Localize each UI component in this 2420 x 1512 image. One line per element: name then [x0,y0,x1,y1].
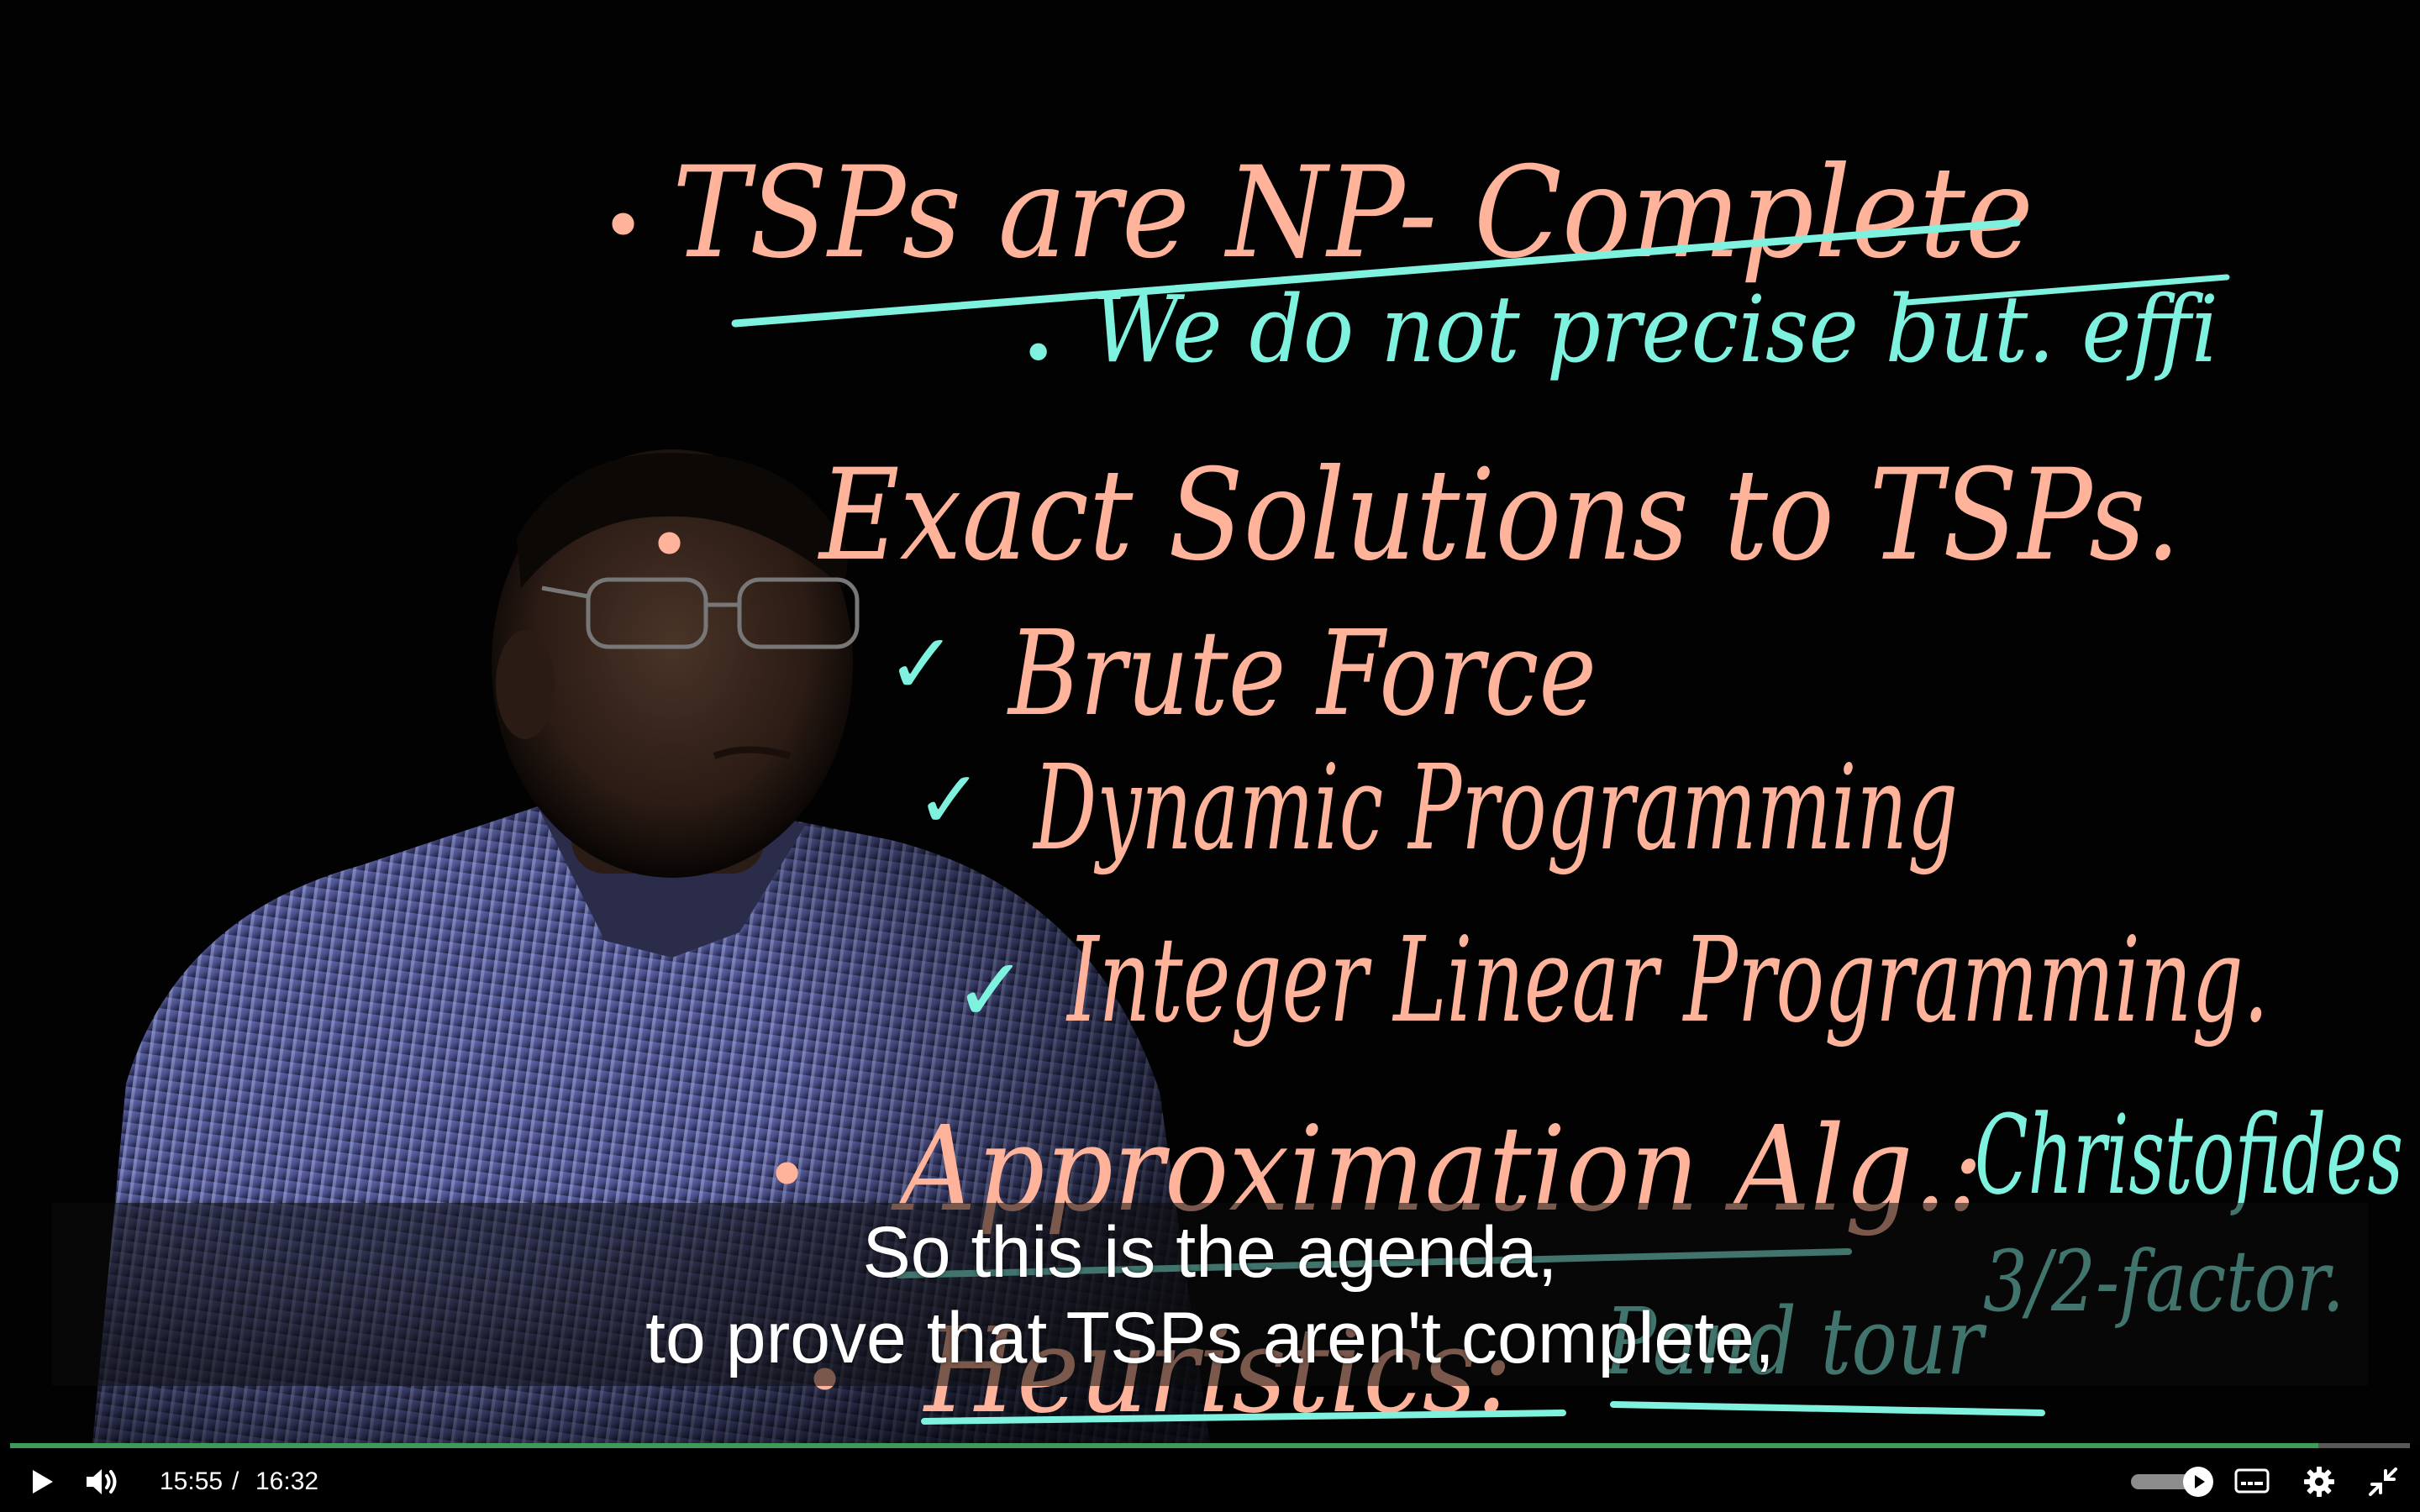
underline-cyan-2 [1904,274,2230,306]
presenter [92,449,1210,1445]
board-line-exact-solutions: Exact Solutions to TSPs. [817,443,2181,589]
play-button[interactable] [18,1460,66,1504]
time-separator: / [232,1467,239,1495]
check-2: ✓ [916,756,983,845]
video-frame[interactable]: • TSPs are NP- Complete • We do not prec… [0,0,2420,1445]
progress-played [10,1443,2318,1448]
board-item-integer-linear-programming: Integer Linear Programming. [1065,912,2269,1049]
current-time: 15:55 [160,1467,224,1495]
board-line-tsp-np-complete: TSPs are NP- Complete [672,140,2033,286]
board-christofides: Christofides [1975,1091,2403,1219]
bullet-2: • [1021,319,1055,388]
board-item-dynamic-programming: Dynamic Programming [1032,740,1958,877]
duration: 16:32 [255,1467,319,1495]
captions-icon [2234,1468,2270,1494]
volume-slider-knob[interactable] [2183,1467,2213,1497]
board-rand-tour: Pand tour [1603,1288,1987,1395]
underline-cyan-4 [921,1410,1566,1425]
underline-cyan-5 [1610,1401,2045,1416]
board-line-approximation: Approximation Alg.: [891,1101,1983,1238]
volume-slider[interactable] [2131,1467,2213,1497]
bullet-5: • [802,1337,847,1425]
settings-button[interactable] [2296,1460,2343,1504]
board-factor: 3/2-factor. [1983,1232,2344,1331]
board-item-brute-force: Brute Force [1007,606,1597,743]
underline-cyan-1 [731,218,2021,328]
volume-button[interactable] [77,1460,128,1504]
bullet-4: • [765,1131,809,1220]
captions-button[interactable] [2228,1460,2275,1504]
volume-icon [87,1469,117,1494]
play-icon [33,1470,53,1494]
exit-fullscreen-button[interactable] [2360,1460,2407,1504]
gear-icon [2304,1467,2334,1497]
bullet-3: • [647,501,692,590]
exit-fullscreen-icon [2369,1467,2397,1496]
progress-bar[interactable] [10,1443,2410,1448]
lightboard-frame: • TSPs are NP- Complete • We do not prec… [92,140,2403,1445]
check-1: ✓ [886,617,957,711]
bullet-1: • [601,182,645,270]
check-3: ✓ [954,942,1028,1040]
board-writing: • TSPs are NP- Complete • We do not prec… [601,140,2403,1440]
control-bar: 15:55 / 16:32 [0,1452,2420,1512]
